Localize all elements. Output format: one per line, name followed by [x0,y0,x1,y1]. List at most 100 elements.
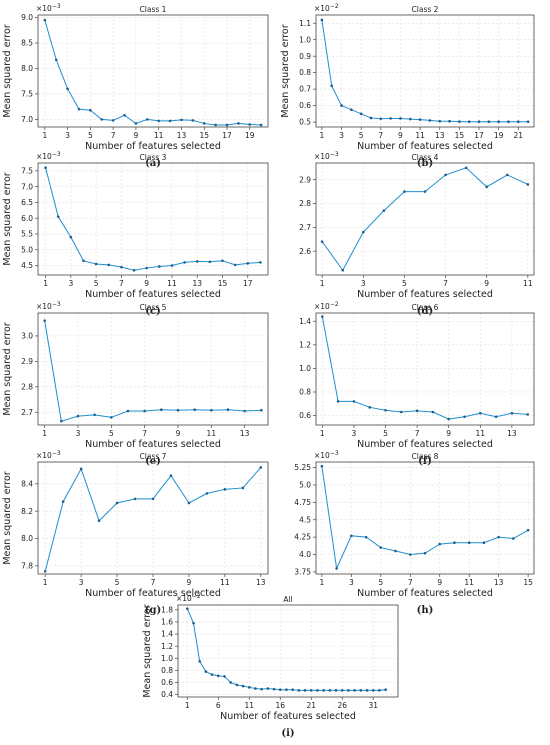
y-tick-label: 6.5 [21,198,33,207]
x-tick-label: 13 [494,578,504,587]
data-point [221,259,224,263]
scale-factor-base: ×10 [36,4,52,13]
y-tick-label: 8.2 [21,507,33,516]
data-point [505,173,509,177]
chart-panel-2: 1 3 5 7 9 11 13 15 17 19 210.50.60.70.80.91.01.1×1… [280,3,535,169]
data-point [285,688,288,692]
y-tick-label: 0.4 [161,690,173,699]
data-point [229,681,232,684]
data-point [431,410,435,414]
data-point [512,537,515,540]
x-tick-label: 15 [455,131,465,140]
data-point [151,497,155,501]
x-tick-label: 13 [507,429,517,438]
x-tick-label: 1 [43,279,48,288]
y-tick-label: 9.0 [21,13,33,22]
data-point [160,408,163,412]
data-point [418,118,422,121]
chart-panel-9: 1 6 11 16 21 26 310.40.60.81.01.21.41.61.8×10−… [142,593,399,739]
data-point [400,410,403,414]
data-point [241,486,245,490]
y-tick-label: 8.4 [21,479,33,488]
data-point [482,541,486,544]
y-tick-label: 4.5 [21,261,33,270]
series-line [186,608,386,691]
x-tick-label: 11 [415,131,425,140]
y-tick-label: 0.6 [161,678,173,687]
y-axis-label: Mean squared error [2,322,13,415]
scale-factor-exponent: −2 [330,3,339,10]
data-point [334,689,338,692]
data-point [94,262,98,266]
data-point [467,120,471,124]
data-point [336,400,340,403]
data-point [56,215,60,218]
x-tick-label: 15 [218,279,228,288]
chart-panel-3: 1 3 5 7 9 11 13 15 174.55.05.56.06.57.07.5×10−3 C… [2,151,269,317]
data-point [233,263,237,267]
x-tick-label: 5 [402,279,407,288]
panel-label: (i) [281,728,294,739]
x-tick-label: 11 [220,578,230,587]
data-point [145,266,148,270]
y-tick-label: 0.6 [299,101,311,110]
chart-title: Class 7 [140,452,167,461]
y-tick-label: 2.6 [299,247,311,256]
y-axis-label: Mean squared error [2,471,13,564]
chart-panel-6: 1 3 5 7 9 11 130.60.81.01.21.4×10−2 Class 6Numb… [299,301,535,467]
data-point [243,409,246,413]
data-point [132,268,136,272]
data-point [368,406,372,409]
x-tick-label: 3 [361,279,366,288]
data-point [120,265,123,269]
x-tick-label: 26 [337,701,347,710]
scale-factor-label: ×10−3 [314,450,339,460]
data-point [322,689,325,692]
x-tick-label: 13 [192,279,202,288]
x-tick-label: 9 [144,279,149,288]
x-tick-label: 7 [443,279,448,288]
data-point [93,413,96,417]
data-point [467,541,471,544]
data-point [423,551,427,555]
series-line [45,167,261,271]
data-point [340,104,343,107]
plot-frame [177,604,399,698]
y-tick-label: 1.8 [161,605,173,614]
y-tick-label: 1.4 [161,630,173,639]
x-tick-label: 9 [437,578,442,587]
chart-panel-8: 1 3 5 7 9 11 13 153.754.04.254.54.755.05.25×10−… [294,450,535,616]
chart-title: All [283,595,292,604]
data-point [192,621,195,625]
data-point [364,535,368,539]
data-point [187,501,191,505]
chart-panel-7: 1 3 5 7 9 11 137.88.08.28.4×10−3 Class 7Number … [2,450,269,616]
data-point [210,408,213,412]
data-point [183,261,186,264]
x-tick-label: 11 [476,429,486,438]
x-tick-label: 17 [474,131,484,140]
data-point [123,113,126,117]
data-point [115,501,119,505]
y-tick-label: 2.9 [299,175,311,184]
x-tick-label: 9 [398,131,403,140]
x-tick-label: 19 [245,131,255,140]
data-point [316,689,319,692]
scale-factor-base: ×10 [36,152,52,161]
data-point [403,190,406,193]
scale-factor-label: ×10−2 [314,301,339,311]
y-tick-label: 5.5 [21,230,33,239]
data-point [204,670,208,673]
data-point [146,118,149,121]
data-point [352,400,356,403]
x-tick-label: 11 [207,429,217,438]
y-axis-label: Mean squared error [2,24,13,117]
y-tick-label: 1.0 [299,35,311,44]
x-tick-label: 5 [378,578,383,587]
scale-factor-exponent: −2 [330,301,339,308]
x-axis-label: Number of features selected [85,141,221,152]
y-tick-label: 2.9 [21,357,33,366]
chart-title: Class 2 [412,5,439,14]
data-point [478,411,482,415]
